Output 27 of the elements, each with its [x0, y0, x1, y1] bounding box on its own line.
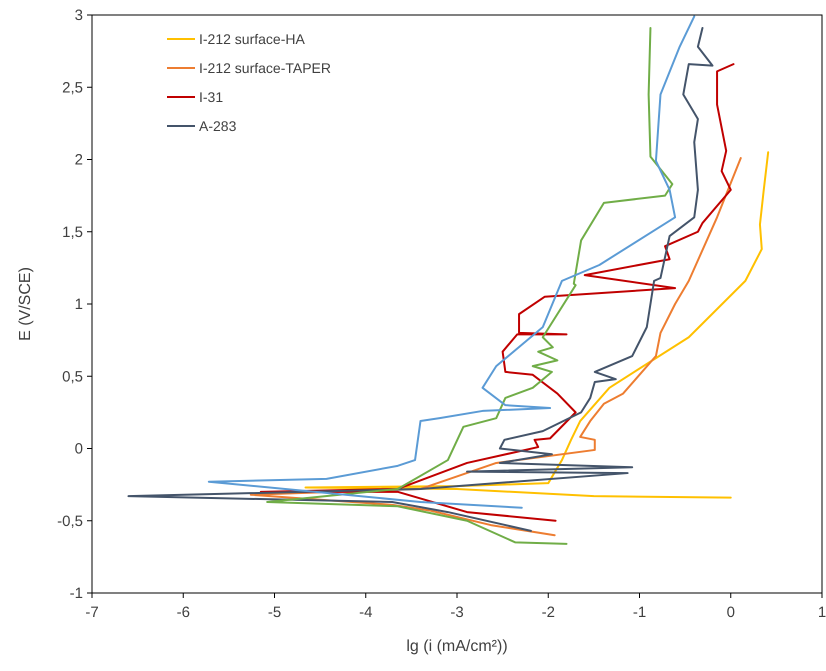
y-tick-label: -0,5 — [57, 512, 83, 530]
y-tick-label: 1,5 — [62, 224, 83, 241]
x-tick-label: -5 — [268, 604, 282, 621]
x-tick-label: -3 — [450, 604, 464, 621]
line-series — [128, 27, 714, 532]
y-tick-label: 0,5 — [62, 368, 83, 386]
x-axis-title: lg (i (mA/cm²)) — [406, 638, 508, 655]
legend-label: I-212 surface-TAPER — [199, 60, 332, 76]
y-tick-label: -1 — [70, 585, 83, 602]
y-tick-label: 1 — [74, 296, 83, 313]
legend-label: I-31 — [199, 89, 224, 105]
x-tick-label: 0 — [726, 604, 735, 621]
y-tick-label: 3 — [74, 7, 83, 24]
x-tick-label: -7 — [85, 604, 99, 621]
line-series — [250, 157, 742, 536]
y-tick-label: 0 — [74, 440, 83, 458]
y-tick-label: 2 — [74, 152, 83, 168]
x-tick-label: -6 — [176, 604, 190, 621]
x-tick-label: -1 — [632, 604, 646, 621]
line-series — [304, 151, 770, 499]
y-tick-label: 2,5 — [62, 79, 83, 96]
x-tick-label: -2 — [542, 604, 555, 621]
x-tick-label: 1 — [818, 604, 826, 621]
legend-label: A-283 — [199, 118, 237, 134]
legend-label: I-212 surface-HA — [199, 31, 306, 47]
x-tick-label: -4 — [359, 604, 372, 621]
y-axis-title: E (V/SCE) — [17, 267, 34, 341]
